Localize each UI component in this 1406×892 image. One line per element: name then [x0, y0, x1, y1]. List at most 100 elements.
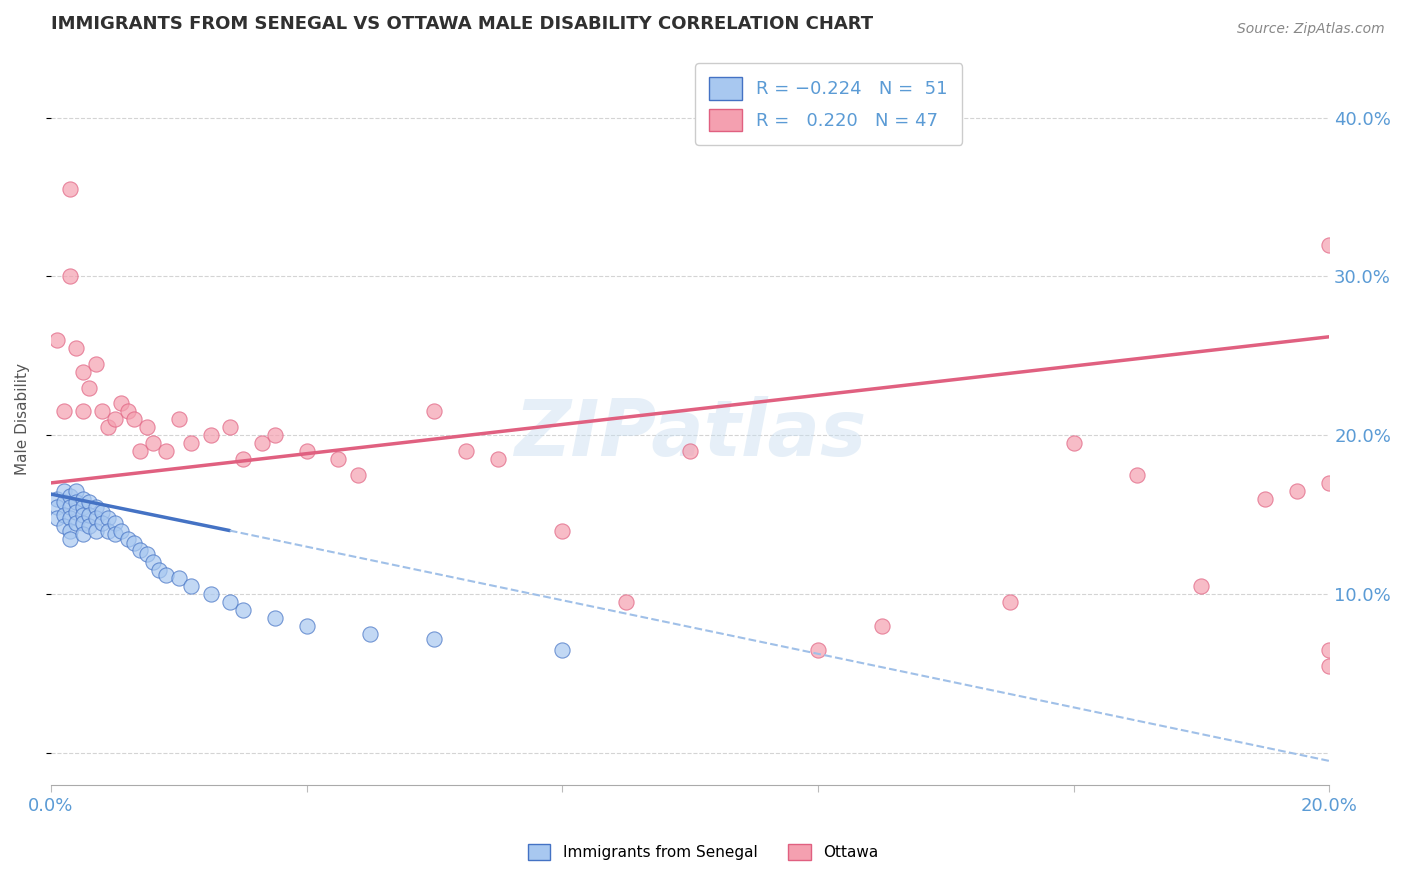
Point: [167, 412, 190, 426]
Point: [122, 412, 145, 426]
Point: [52, 518, 75, 533]
Point: [72, 365, 94, 379]
Point: [1317, 475, 1340, 490]
Point: [129, 444, 152, 458]
Point: [52, 495, 75, 509]
Text: IMMIGRANTS FROM SENEGAL VS OTTAWA MALE DISABILITY CORRELATION CHART: IMMIGRANTS FROM SENEGAL VS OTTAWA MALE D…: [51, 15, 873, 33]
Point: [77, 381, 100, 395]
Point: [1317, 237, 1340, 252]
Point: [46, 500, 69, 514]
Point: [97, 524, 120, 538]
Point: [218, 420, 240, 434]
Point: [117, 404, 139, 418]
Point: [551, 642, 574, 657]
Point: [998, 595, 1021, 609]
Point: [52, 404, 75, 418]
Point: [218, 595, 240, 609]
Point: [232, 452, 254, 467]
Point: [129, 542, 152, 557]
Point: [77, 508, 100, 522]
Point: [65, 341, 87, 355]
Point: [46, 511, 69, 525]
Point: [346, 467, 368, 482]
Point: [72, 508, 94, 522]
Point: [97, 420, 120, 434]
Point: [77, 518, 100, 533]
Point: [46, 333, 69, 347]
Point: [117, 532, 139, 546]
Point: [91, 404, 114, 418]
Point: [155, 568, 177, 582]
Point: [52, 483, 75, 498]
Point: [1254, 491, 1277, 506]
Point: [84, 500, 107, 514]
Point: [65, 483, 87, 498]
Point: [1317, 642, 1340, 657]
Point: [807, 642, 830, 657]
Point: [46, 491, 69, 506]
Point: [250, 436, 273, 450]
Point: [91, 516, 114, 530]
Point: [59, 269, 82, 284]
Point: [1189, 579, 1212, 593]
Point: [456, 444, 478, 458]
Point: [122, 536, 145, 550]
Point: [59, 511, 82, 525]
Point: [1317, 658, 1340, 673]
Point: [155, 444, 177, 458]
Point: [359, 627, 381, 641]
Point: [551, 524, 574, 538]
Point: [423, 632, 446, 646]
Point: [59, 500, 82, 514]
Point: [59, 532, 82, 546]
Point: [295, 444, 318, 458]
Point: [97, 511, 120, 525]
Point: [200, 428, 222, 442]
Text: ZIPatlas: ZIPatlas: [515, 396, 866, 472]
Point: [614, 595, 637, 609]
Point: [263, 611, 285, 625]
Point: [72, 404, 94, 418]
Point: [84, 511, 107, 525]
Point: [72, 516, 94, 530]
Y-axis label: Male Disability: Male Disability: [15, 363, 30, 475]
Point: [84, 524, 107, 538]
Legend: R = −0.224   N =  51, R =   0.220   N = 47: R = −0.224 N = 51, R = 0.220 N = 47: [695, 63, 962, 145]
Point: [1126, 467, 1149, 482]
Point: [167, 571, 190, 585]
Point: [52, 508, 75, 522]
Point: [59, 489, 82, 503]
Point: [1286, 483, 1309, 498]
Point: [104, 516, 127, 530]
Point: [104, 526, 127, 541]
Point: [59, 182, 82, 196]
Point: [65, 516, 87, 530]
Point: [77, 495, 100, 509]
Point: [263, 428, 285, 442]
Point: [135, 420, 157, 434]
Legend: Immigrants from Senegal, Ottawa: Immigrants from Senegal, Ottawa: [522, 838, 884, 866]
Point: [232, 603, 254, 617]
Text: Source: ZipAtlas.com: Source: ZipAtlas.com: [1237, 22, 1385, 37]
Point: [1063, 436, 1085, 450]
Point: [91, 504, 114, 518]
Point: [72, 500, 94, 514]
Point: [423, 404, 446, 418]
Point: [148, 563, 170, 577]
Point: [180, 436, 202, 450]
Point: [486, 452, 509, 467]
Point: [200, 587, 222, 601]
Point: [135, 548, 157, 562]
Point: [59, 524, 82, 538]
Point: [142, 555, 165, 569]
Point: [328, 452, 350, 467]
Point: [65, 504, 87, 518]
Point: [72, 526, 94, 541]
Point: [84, 357, 107, 371]
Point: [110, 524, 132, 538]
Point: [104, 412, 127, 426]
Point: [142, 436, 165, 450]
Point: [72, 491, 94, 506]
Point: [295, 619, 318, 633]
Point: [180, 579, 202, 593]
